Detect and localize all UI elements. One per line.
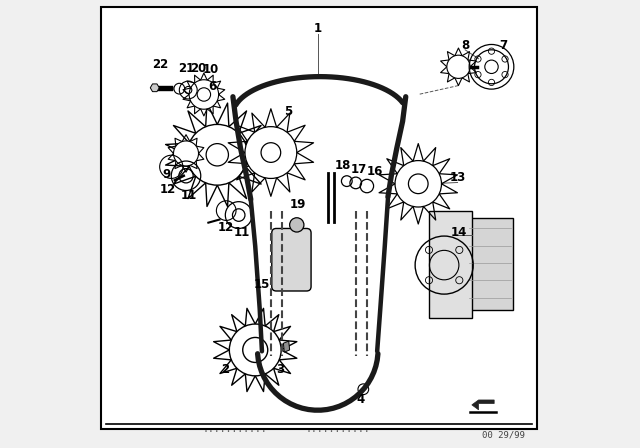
Circle shape <box>197 88 211 101</box>
Text: 13: 13 <box>449 171 466 184</box>
Text: 22: 22 <box>152 58 168 71</box>
FancyBboxPatch shape <box>272 228 311 291</box>
Polygon shape <box>472 400 494 410</box>
FancyBboxPatch shape <box>101 8 536 430</box>
Circle shape <box>206 144 228 166</box>
Text: ...........: ........... <box>305 424 370 435</box>
Circle shape <box>447 55 470 78</box>
Text: 14: 14 <box>451 226 467 239</box>
Text: 12: 12 <box>160 183 176 196</box>
Text: ...........: ........... <box>203 424 268 435</box>
Text: 12: 12 <box>217 220 234 233</box>
Text: 18: 18 <box>335 159 351 172</box>
Polygon shape <box>150 84 159 92</box>
Circle shape <box>484 60 498 73</box>
Text: 2: 2 <box>221 362 229 376</box>
Circle shape <box>243 337 268 362</box>
Polygon shape <box>284 341 290 352</box>
Circle shape <box>395 160 442 207</box>
Text: 3: 3 <box>276 362 284 376</box>
Text: 19: 19 <box>289 198 306 211</box>
Circle shape <box>187 125 248 185</box>
Circle shape <box>408 174 428 194</box>
Circle shape <box>290 218 304 232</box>
Text: 20: 20 <box>190 62 207 75</box>
Text: 6: 6 <box>209 80 217 93</box>
FancyBboxPatch shape <box>466 218 513 310</box>
FancyBboxPatch shape <box>429 211 472 318</box>
Text: 00 29/99: 00 29/99 <box>482 430 525 439</box>
Circle shape <box>261 143 281 162</box>
Circle shape <box>173 141 198 166</box>
Text: 4: 4 <box>356 392 364 405</box>
Text: 9: 9 <box>163 168 170 181</box>
Text: 7: 7 <box>499 39 507 52</box>
Text: 1: 1 <box>314 22 322 35</box>
Text: 5: 5 <box>284 105 292 118</box>
Circle shape <box>189 80 219 109</box>
Text: 21: 21 <box>178 62 194 75</box>
Text: 10: 10 <box>202 64 219 77</box>
Text: 17: 17 <box>350 163 367 176</box>
Text: 11: 11 <box>234 226 250 239</box>
Circle shape <box>229 324 281 376</box>
Circle shape <box>245 127 297 178</box>
Text: 8: 8 <box>461 39 469 52</box>
Text: 16: 16 <box>366 165 383 178</box>
Text: 15: 15 <box>253 278 270 291</box>
Text: 11: 11 <box>181 190 197 202</box>
